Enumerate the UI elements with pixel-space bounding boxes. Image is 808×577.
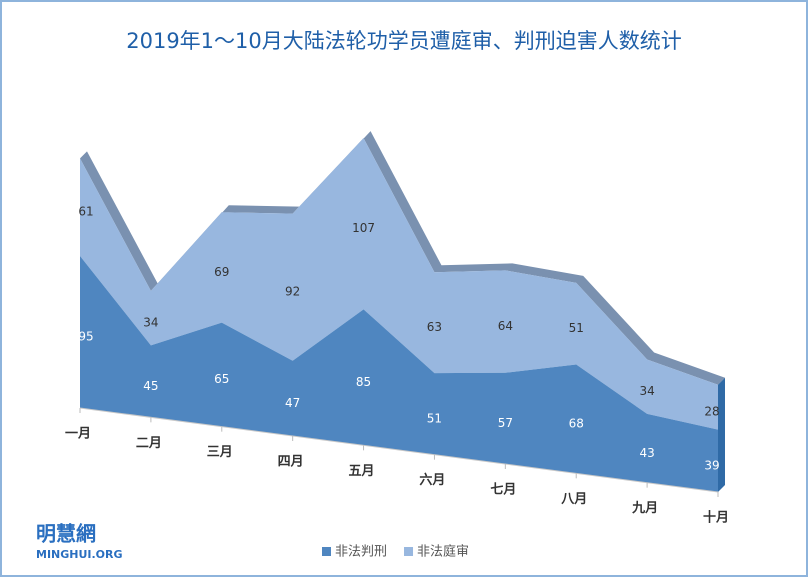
x-tick-label: 二月: [136, 436, 162, 451]
data-label: 63: [427, 320, 442, 334]
data-label: 95: [78, 330, 93, 344]
legend-swatch: [404, 547, 414, 556]
data-label: 34: [143, 316, 158, 330]
data-label: 65: [214, 372, 229, 386]
data-label: 45: [143, 379, 158, 393]
legend-label: 非法庭审: [417, 544, 469, 560]
side-face: [718, 377, 725, 492]
x-tick-label: 四月: [278, 455, 304, 470]
area: [80, 138, 718, 430]
x-tick-label: 六月: [419, 472, 445, 488]
area-depth: [80, 131, 725, 385]
data-label: 51: [427, 411, 442, 425]
data-label: 61: [78, 205, 93, 219]
chart-title: 2019年1～10月大陆法轮功学员遭庭审、判刑迫害人数统计: [126, 29, 682, 53]
area: [80, 256, 718, 492]
data-label: 47: [285, 396, 300, 410]
data-label: 69: [214, 265, 229, 279]
logo-site: MINGHUI.ORG: [36, 548, 123, 561]
axis-line: [79, 407, 719, 493]
data-label: 107: [352, 221, 375, 235]
data-label: 92: [285, 285, 300, 299]
data-label: 51: [569, 321, 584, 335]
data-label: 39: [704, 458, 719, 472]
data-label: 64: [498, 319, 513, 333]
x-tick-label: 五月: [349, 464, 375, 479]
data-label: 43: [639, 446, 654, 460]
x-tick-label: 八月: [560, 492, 587, 507]
x-tick-label: 三月: [207, 445, 233, 460]
legend-label: 非法判刑: [335, 545, 387, 560]
data-label: 34: [639, 384, 654, 398]
data-label: 28: [704, 405, 719, 419]
x-tick-label: 七月: [490, 483, 516, 498]
x-tick-label: 一月: [65, 427, 91, 442]
x-tick-label: 十月: [703, 510, 729, 526]
logo-name: 明慧網: [36, 522, 96, 546]
legend-swatch: [322, 547, 331, 556]
data-label: 85: [356, 375, 371, 389]
data-label: 68: [569, 416, 584, 430]
data-label: 57: [498, 416, 513, 430]
x-tick-label: 九月: [631, 501, 658, 516]
